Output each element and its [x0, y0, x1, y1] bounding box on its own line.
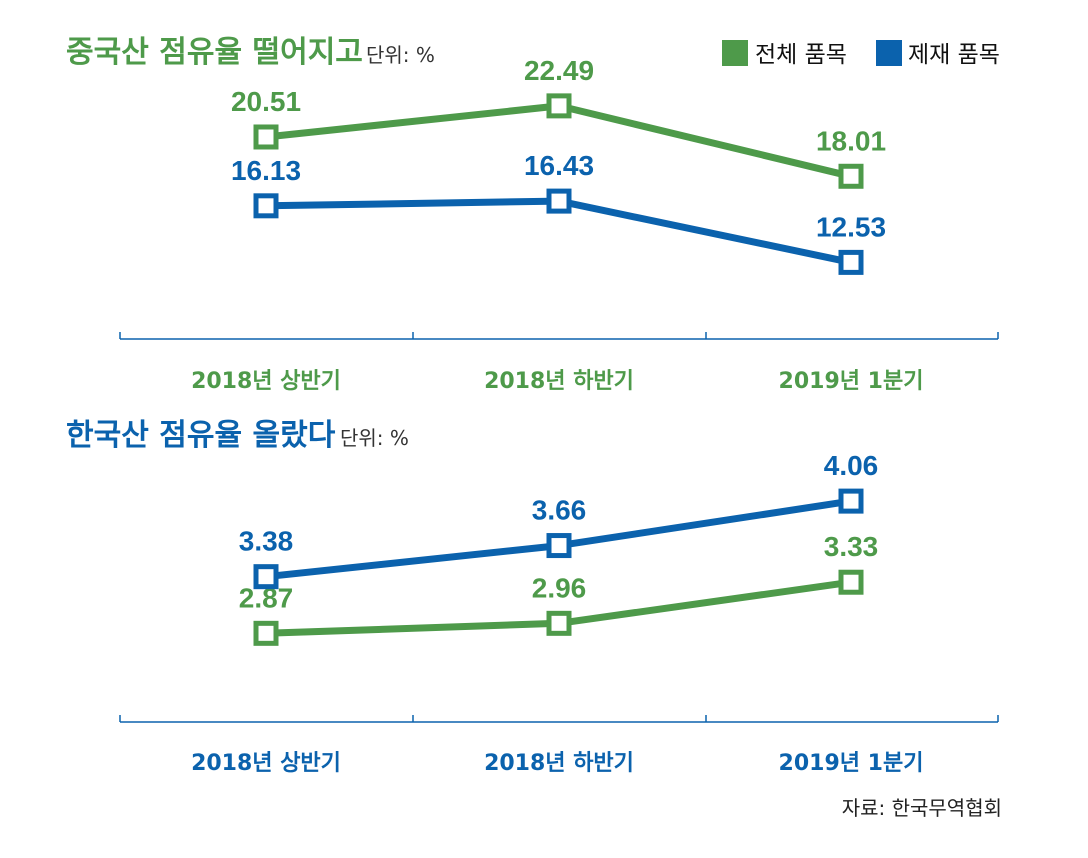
legend-label-steel: 제재 품목: [908, 42, 1000, 68]
data-label: 16.43: [524, 150, 594, 181]
source-note: 자료: 한국무역협회: [842, 796, 1002, 820]
data-label: 3.38: [239, 526, 294, 557]
unit-label-china: 단위: %: [366, 43, 435, 67]
data-point-marker: [253, 124, 279, 150]
data-point-marker: [253, 620, 279, 646]
x-axis-china: 2018년 상반기 2018년 하반기 2019년 1분기: [119, 332, 999, 394]
china-share-chart: 중국산 점유율 떨어지고 단위: % 2018년 상반기 2018년 하반기 201…: [66, 35, 999, 394]
data-point-marker: [546, 188, 572, 214]
data-label: 22.49: [524, 55, 594, 86]
plot-area-china: 20.51 22.49 18.01 16.13 16.43 12.53: [231, 55, 886, 275]
x-axis-korea: 2018년 상반기 2018년 하반기 2019년 1분기: [119, 715, 999, 776]
data-label: 12.53: [816, 211, 886, 242]
x-tick-label: 2018년 상반기: [191, 751, 341, 776]
data-label: 4.06: [824, 450, 879, 481]
plot-area-korea: 2.87 2.963.333.383.664.06: [239, 450, 879, 646]
x-tick-label: 2018년 하반기: [484, 751, 634, 776]
data-point-marker: [838, 569, 864, 595]
x-tick-label: 2018년 하반기: [484, 369, 634, 394]
data-point-marker: [546, 533, 572, 559]
x-tick-label: 2019년 1분기: [779, 751, 924, 776]
chart-title-korea: 한국산 점유율 올랐다: [66, 418, 336, 453]
legend-swatch-steel: [876, 40, 902, 66]
data-point-marker: [838, 163, 864, 189]
legend-label-total: 전체 품목: [755, 42, 847, 68]
data-label: 3.66: [532, 495, 587, 526]
data-point-marker: [838, 488, 864, 514]
data-label: 20.51: [231, 86, 301, 117]
data-point-marker: [253, 564, 279, 590]
data-point-marker: [546, 610, 572, 636]
data-label: 2.96: [532, 572, 587, 603]
data-label: 18.01: [816, 125, 886, 156]
x-tick-label: 2018년 상반기: [191, 369, 341, 394]
data-point-marker: [253, 193, 279, 219]
x-tick-label: 2019년 1분기: [779, 369, 924, 394]
legend-swatch-total: [722, 40, 748, 66]
korea-share-chart: 한국산 점유율 올랐다 단위: % 2018년 상반기 2018년 하반기 2019…: [66, 418, 999, 776]
data-point-marker: [546, 93, 572, 119]
unit-label-korea: 단위: %: [340, 426, 409, 450]
data-label: 16.13: [231, 155, 301, 186]
chart-title-china: 중국산 점유율 떨어지고: [66, 35, 363, 70]
data-label: 3.33: [824, 531, 879, 562]
data-point-marker: [838, 249, 864, 275]
legend: 전체 품목 제재 품목: [722, 40, 1000, 68]
